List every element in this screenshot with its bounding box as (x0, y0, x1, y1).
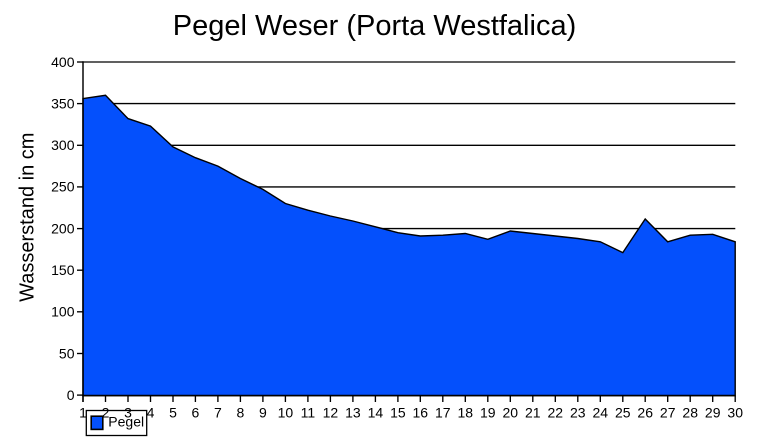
svg-text:350: 350 (51, 95, 75, 111)
svg-text:30: 30 (727, 405, 743, 421)
svg-text:7: 7 (214, 405, 222, 421)
svg-text:14: 14 (368, 405, 384, 421)
svg-text:28: 28 (682, 405, 698, 421)
svg-text:1: 1 (79, 405, 87, 421)
svg-text:29: 29 (705, 405, 721, 421)
svg-text:19: 19 (480, 405, 496, 421)
svg-text:250: 250 (51, 179, 75, 195)
svg-text:400: 400 (51, 54, 75, 70)
svg-text:0: 0 (67, 387, 75, 403)
svg-text:5: 5 (169, 405, 177, 421)
svg-text:100: 100 (51, 304, 75, 320)
svg-text:10: 10 (278, 405, 294, 421)
svg-text:9: 9 (259, 405, 267, 421)
svg-text:11: 11 (301, 405, 316, 421)
svg-text:18: 18 (458, 405, 474, 421)
svg-text:Pegel Weser (Porta Westfalica): Pegel Weser (Porta Westfalica) (173, 10, 576, 42)
svg-text:20: 20 (503, 405, 519, 421)
svg-text:26: 26 (637, 405, 653, 421)
svg-text:6: 6 (192, 405, 200, 421)
svg-text:3: 3 (124, 405, 132, 421)
svg-text:22: 22 (548, 405, 564, 421)
svg-text:23: 23 (570, 405, 586, 421)
svg-text:50: 50 (59, 345, 75, 361)
svg-text:16: 16 (413, 405, 429, 421)
svg-text:13: 13 (345, 405, 361, 421)
svg-text:15: 15 (390, 405, 406, 421)
svg-text:21: 21 (525, 405, 541, 421)
svg-text:Wasserstand in cm: Wasserstand in cm (17, 133, 39, 302)
svg-text:4: 4 (147, 405, 155, 421)
svg-text:150: 150 (51, 262, 75, 278)
svg-text:8: 8 (237, 405, 245, 421)
svg-text:24: 24 (593, 405, 609, 421)
svg-text:300: 300 (51, 137, 75, 153)
svg-text:17: 17 (435, 405, 451, 421)
svg-text:2: 2 (102, 405, 110, 421)
svg-text:12: 12 (323, 405, 339, 421)
svg-text:Pegel: Pegel (108, 414, 144, 430)
svg-text:27: 27 (660, 405, 676, 421)
svg-text:25: 25 (615, 405, 631, 421)
svg-text:200: 200 (51, 220, 75, 236)
